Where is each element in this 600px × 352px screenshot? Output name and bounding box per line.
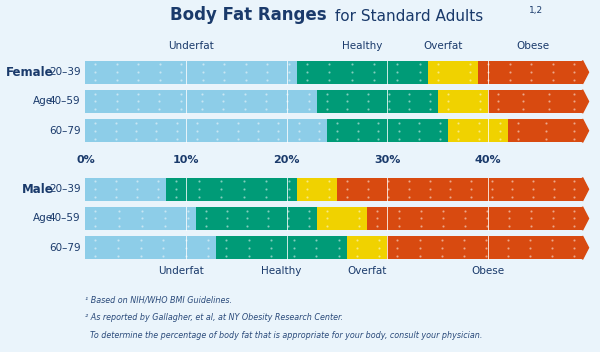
Text: 40–59: 40–59 xyxy=(49,213,80,224)
Text: 1,2: 1,2 xyxy=(529,6,543,15)
Bar xyxy=(388,236,583,259)
Text: 40–59: 40–59 xyxy=(49,96,80,106)
Bar xyxy=(85,119,327,143)
Text: Underfat: Underfat xyxy=(168,41,214,51)
Bar xyxy=(85,236,216,259)
Bar xyxy=(216,236,347,259)
Text: 40%: 40% xyxy=(475,155,501,165)
Text: Obese: Obese xyxy=(517,41,550,51)
Bar xyxy=(196,207,317,230)
Bar xyxy=(85,61,297,84)
Text: ² As reported by Gallagher, et al, at NY Obesity Research Center.: ² As reported by Gallagher, et al, at NY… xyxy=(85,313,343,322)
Text: for Standard Adults: for Standard Adults xyxy=(330,10,483,24)
Bar xyxy=(85,207,196,230)
Polygon shape xyxy=(583,177,589,201)
Text: 60–79: 60–79 xyxy=(49,243,80,253)
Bar xyxy=(297,177,337,201)
Bar xyxy=(317,90,437,113)
Polygon shape xyxy=(583,61,589,84)
Text: Overfat: Overfat xyxy=(347,266,387,276)
Bar xyxy=(428,61,478,84)
Text: 10%: 10% xyxy=(173,155,199,165)
Text: 0%: 0% xyxy=(76,155,95,165)
Bar xyxy=(367,207,583,230)
Bar xyxy=(337,177,583,201)
Bar xyxy=(297,61,428,84)
Text: 60–79: 60–79 xyxy=(49,126,80,136)
Text: To determine the percentage of body fat that is appropriate for your body, consu: To determine the percentage of body fat … xyxy=(85,331,483,340)
Text: Male: Male xyxy=(22,183,53,196)
Bar xyxy=(508,119,583,143)
Text: Obese: Obese xyxy=(472,266,505,276)
Polygon shape xyxy=(583,207,589,230)
Bar xyxy=(448,119,508,143)
Text: Healthy: Healthy xyxy=(262,266,302,276)
Bar xyxy=(85,177,166,201)
Text: Overfat: Overfat xyxy=(423,41,463,51)
Polygon shape xyxy=(583,236,589,259)
Bar xyxy=(478,61,583,84)
Bar xyxy=(437,90,488,113)
Text: Underfat: Underfat xyxy=(158,266,204,276)
Text: 20%: 20% xyxy=(274,155,300,165)
Polygon shape xyxy=(583,119,589,143)
Bar xyxy=(85,90,317,113)
Text: Body Fat Ranges: Body Fat Ranges xyxy=(170,6,327,24)
Text: Healthy: Healthy xyxy=(342,41,382,51)
Bar xyxy=(317,207,367,230)
Text: 20–39: 20–39 xyxy=(49,67,80,77)
Text: Age: Age xyxy=(33,213,53,224)
Text: ¹ Based on NIH/WHO BMI Guidelines.: ¹ Based on NIH/WHO BMI Guidelines. xyxy=(85,296,232,304)
Polygon shape xyxy=(583,90,589,113)
Text: 30%: 30% xyxy=(374,155,400,165)
Text: Age: Age xyxy=(33,96,53,106)
Bar xyxy=(488,90,583,113)
Bar xyxy=(347,236,388,259)
Bar xyxy=(327,119,448,143)
Text: 20–39: 20–39 xyxy=(49,184,80,194)
Text: Female: Female xyxy=(5,66,53,79)
Bar xyxy=(166,177,297,201)
